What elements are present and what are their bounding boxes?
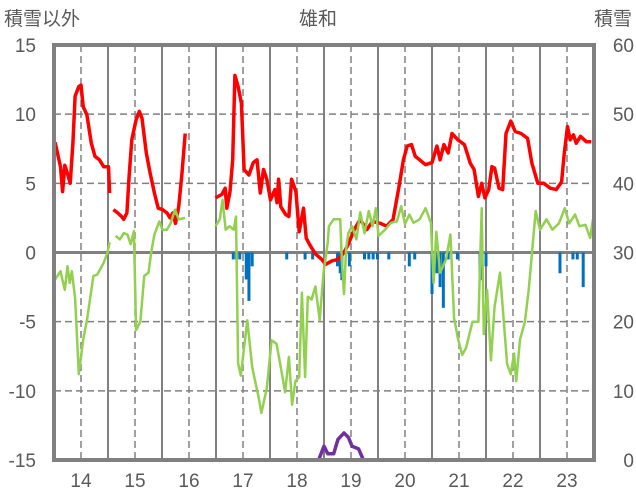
y-right-tick-label: 50 bbox=[613, 105, 634, 126]
bar-blue bbox=[285, 252, 289, 260]
bar-blue bbox=[455, 252, 459, 260]
y-left-tick-label: -5 bbox=[19, 313, 36, 334]
y-left-tick-label: 5 bbox=[25, 174, 36, 195]
y-left-tick-label: -10 bbox=[9, 382, 36, 403]
bar-blue bbox=[484, 252, 488, 267]
bar-blue bbox=[571, 252, 575, 260]
bar-blue bbox=[238, 252, 242, 260]
y-right-tick-label: 30 bbox=[613, 244, 634, 265]
bar-blue bbox=[387, 252, 391, 260]
x-tick-label: 18 bbox=[286, 471, 307, 492]
series-line-green bbox=[54, 198, 595, 415]
bar-blue bbox=[575, 252, 579, 260]
bar-blue bbox=[435, 252, 439, 274]
plot-frame bbox=[52, 43, 596, 462]
y-right-tick-label: 40 bbox=[613, 174, 634, 195]
y-right-tick-label: 20 bbox=[613, 313, 634, 334]
bar-blue bbox=[446, 252, 450, 260]
y-left-tick-label: 15 bbox=[15, 36, 36, 57]
x-tick-label: 15 bbox=[124, 471, 145, 492]
bar-blue bbox=[363, 252, 366, 260]
right-axis-title: 積雪 bbox=[594, 8, 632, 30]
x-tick-label: 22 bbox=[502, 471, 523, 492]
x-tick-label: 20 bbox=[394, 471, 415, 492]
series-line-red bbox=[53, 73, 592, 267]
y-left-tick-label: 0 bbox=[25, 244, 36, 265]
bar-blue bbox=[347, 252, 351, 267]
x-tick-label: 16 bbox=[178, 471, 199, 492]
y-left-tick-label: 10 bbox=[15, 105, 36, 126]
x-tick-label: 14 bbox=[70, 471, 92, 492]
chart-title: 雄和 bbox=[299, 8, 337, 30]
bar-blue bbox=[338, 252, 342, 274]
y-right-tick-label: 10 bbox=[613, 382, 634, 403]
x-tick-label: 17 bbox=[232, 471, 253, 492]
bar-blue bbox=[375, 252, 379, 260]
y-right-tick-label: 60 bbox=[613, 36, 634, 57]
bar-blue bbox=[247, 252, 251, 301]
bar-blue bbox=[311, 252, 315, 260]
bar-blue bbox=[371, 252, 375, 260]
x-tick-label: 19 bbox=[340, 471, 361, 492]
bar-blue bbox=[581, 252, 585, 288]
bar-blue bbox=[558, 252, 562, 274]
bar-blue bbox=[231, 252, 235, 260]
bar-blue bbox=[250, 252, 254, 267]
bar-blue bbox=[367, 252, 371, 260]
y-right-tick-label: 0 bbox=[623, 451, 634, 472]
bar-blue bbox=[441, 252, 445, 308]
bar-blue bbox=[413, 252, 417, 260]
bar-blue bbox=[303, 252, 307, 260]
bar-blue bbox=[407, 252, 411, 267]
x-tick-label: 21 bbox=[448, 471, 469, 492]
left-axis-title: 積雪以外 bbox=[4, 8, 80, 30]
bar-blue bbox=[244, 252, 248, 280]
y-left-tick-label: -15 bbox=[9, 451, 36, 472]
x-tick-label: 23 bbox=[556, 471, 577, 492]
